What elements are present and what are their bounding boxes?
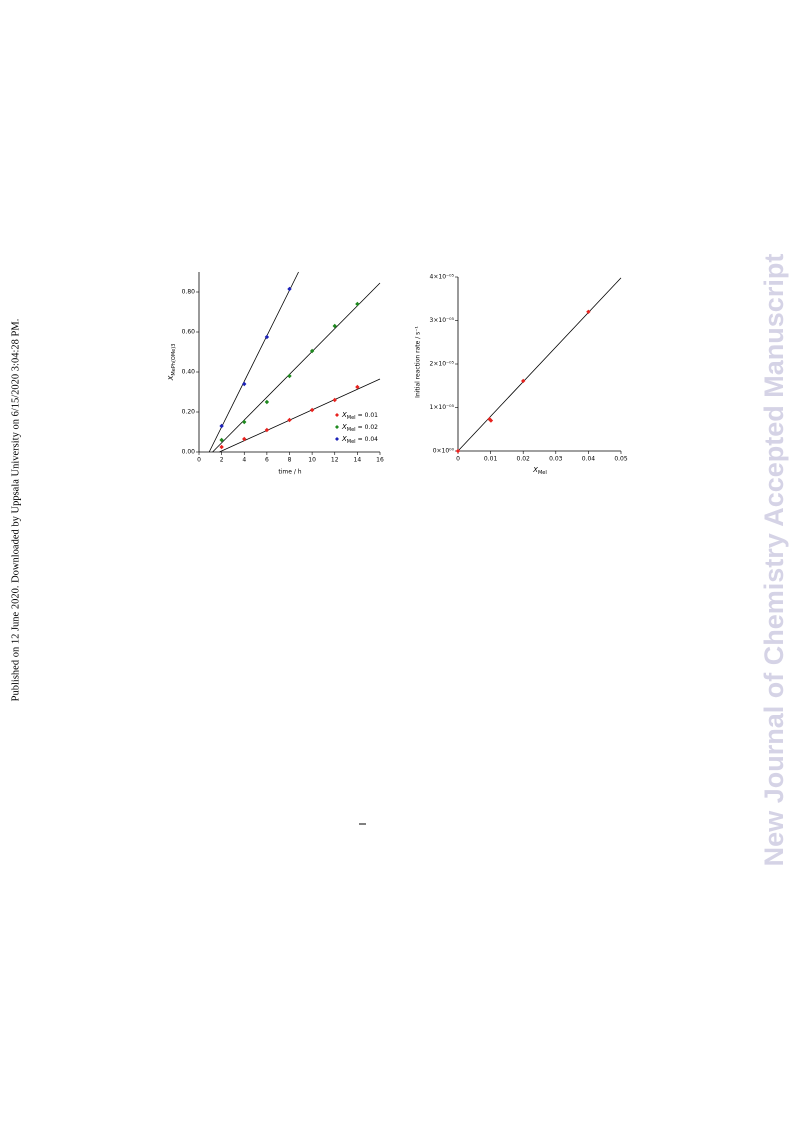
y-tick-label: 1×10⁻⁰⁵: [430, 404, 455, 411]
x-tick-label: 0: [456, 456, 460, 463]
data-point: [455, 448, 461, 454]
data-point: [264, 399, 270, 405]
legend-label: XMeI = 0.01: [341, 411, 378, 421]
y-axis-label: Initial reaction rate / s⁻¹: [415, 326, 422, 398]
x-tick-label: 0.04: [582, 456, 596, 463]
data-point: [309, 407, 315, 413]
y-tick-label: 0.20: [182, 409, 196, 416]
legend-subscript: MeI: [347, 439, 356, 445]
y-tick-label: 2×10⁻⁰⁵: [430, 361, 455, 368]
legend-marker: [335, 425, 339, 429]
y-axis-label: XMePh(OMe)3: [167, 344, 177, 382]
x-axis-label: time / h: [278, 469, 301, 476]
data-point: [488, 418, 494, 423]
y-axis-label-symbol: X: [167, 375, 175, 381]
data-point: [309, 348, 315, 354]
data-point: [287, 286, 292, 292]
legend-subscript: MeI: [347, 415, 356, 421]
data-point: [242, 436, 247, 442]
legend-marker: [335, 437, 339, 441]
fit-line: [219, 378, 381, 453]
x-axis-label: XMeI: [532, 466, 547, 476]
data-point: [242, 381, 247, 387]
data-point: [287, 373, 292, 379]
x-tick-label: 0.01: [484, 456, 498, 463]
data-point: [332, 397, 337, 403]
data-point: [287, 417, 292, 423]
fit-line: [212, 282, 381, 453]
x-tick-label: 14: [354, 457, 362, 464]
data-point: [219, 423, 224, 429]
legend-text: = 0.01: [358, 412, 378, 419]
data-point: [219, 437, 224, 443]
data-point: [355, 301, 360, 307]
x-axis-label-subscript: MeI: [538, 470, 547, 476]
x-tick-label: 0.02: [517, 456, 531, 463]
x-tick-label: 8: [288, 457, 292, 464]
data-point: [264, 334, 270, 340]
data-point: [355, 384, 360, 390]
data-point: [521, 378, 526, 384]
x-axis-label-symbol: X: [532, 466, 538, 474]
legend-symbol: X: [341, 423, 347, 431]
x-tick-label: 0.05: [614, 456, 628, 463]
legend-symbol: X: [341, 435, 347, 443]
x-tick-label: 4: [242, 457, 246, 464]
data-point: [264, 427, 270, 433]
x-tick-label: 12: [331, 457, 339, 464]
y-tick-label: 0×10⁰⁰: [433, 448, 455, 455]
fit-line: [208, 271, 299, 453]
y-tick-label: 3×10⁻⁰⁵: [430, 317, 455, 324]
legend-label: XMeI = 0.04: [341, 435, 378, 445]
watermark: New Journal of Chemistry Accepted Manusc…: [759, 254, 789, 867]
legend-label: XMeI = 0.02: [341, 423, 378, 433]
y-tick-label: 0.00: [182, 449, 196, 456]
legend-marker: [335, 413, 339, 417]
data-point: [242, 419, 247, 425]
legend-text: = 0.04: [358, 436, 378, 443]
y-tick-label: 0.80: [182, 289, 196, 296]
y-tick-label: 0.40: [182, 369, 196, 376]
x-tick-label: 0: [197, 457, 201, 464]
x-tick-label: 2: [220, 457, 224, 464]
y-axis-label-subscript: MePh(OMe)3: [171, 344, 177, 376]
side-text: Published on 12 June 2020. Downloaded by…: [10, 319, 21, 702]
fit-line: [457, 277, 622, 452]
legend-symbol: X: [341, 411, 347, 419]
x-tick-label: 16: [376, 457, 384, 464]
data-point: [586, 309, 591, 314]
legend-text: = 0.02: [358, 424, 378, 431]
x-tick-label: 10: [308, 457, 316, 464]
data-point: [332, 323, 337, 329]
legend-subscript: MeI: [347, 427, 356, 433]
y-tick-label: 4×10⁻⁰⁵: [430, 274, 455, 281]
y-tick-label: 0.60: [182, 329, 196, 336]
x-tick-label: 0.03: [549, 456, 563, 463]
data-point: [219, 444, 224, 450]
x-tick-label: 6: [265, 457, 269, 464]
